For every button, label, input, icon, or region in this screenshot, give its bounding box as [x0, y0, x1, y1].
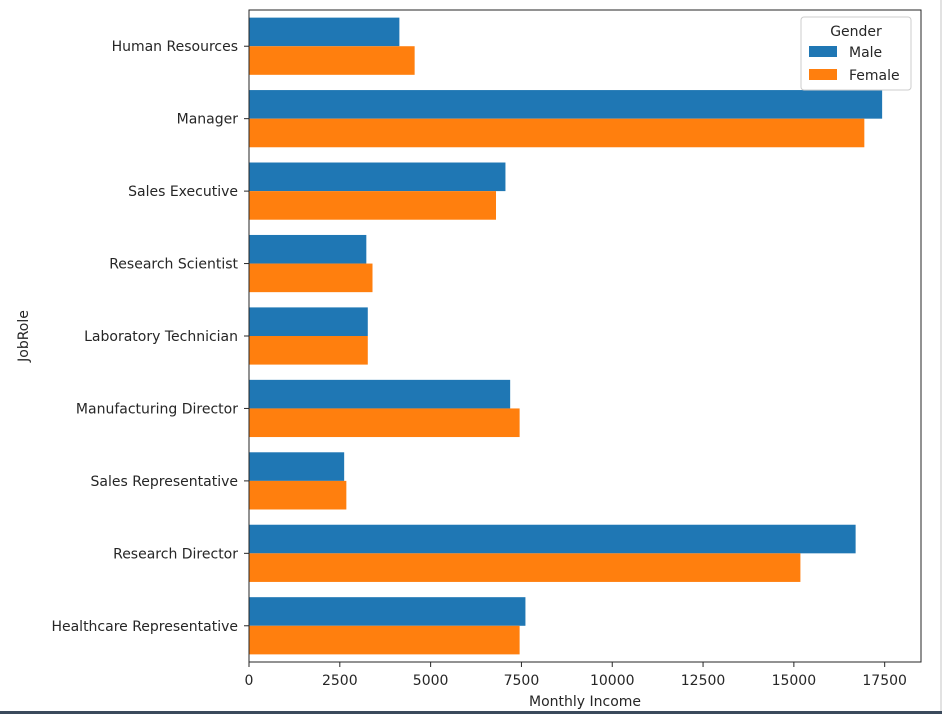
window-bottom-border	[0, 711, 942, 714]
y-tick-label-manager: Manager	[177, 112, 239, 128]
x-tick-label-5000: 5000	[413, 673, 449, 689]
bar-female-sales-representative	[249, 480, 347, 510]
window-edge	[940, 0, 942, 711]
bar-male-human-resources	[249, 17, 400, 47]
x-tick-label-15000: 15000	[772, 673, 817, 689]
x-tick-label-12500: 12500	[681, 673, 726, 689]
y-tick-label-sales-representative: Sales Representative	[91, 474, 239, 490]
x-axis-ticks: 0 2500 5000 7500 10000 12500 15000 17500	[245, 662, 907, 689]
x-axis-title: Monthly Income	[529, 694, 641, 710]
x-tick-label-10000: 10000	[590, 673, 635, 689]
bar-female-human-resources	[249, 46, 415, 75]
bar-female-healthcare-representative	[249, 625, 520, 655]
legend-label-male: Male	[849, 45, 882, 61]
plot-area	[249, 17, 883, 655]
legend-swatch-female	[809, 69, 837, 80]
bar-male-manager	[249, 90, 883, 119]
legend: Gender Male Female	[800, 16, 912, 91]
y-tick-label-research-director: Research Director	[113, 546, 238, 562]
legend-swatch-male	[809, 46, 837, 57]
bar-female-sales-executive	[249, 191, 497, 220]
bar-male-sales-executive	[249, 162, 506, 192]
y-tick-label-sales-executive: Sales Executive	[128, 184, 238, 200]
x-tick-label-2500: 2500	[322, 673, 358, 689]
y-tick-label-human-resources: Human Resources	[112, 39, 238, 55]
y-axis-title: JobRole	[16, 310, 32, 363]
bar-male-research-scientist	[249, 234, 367, 264]
bar-female-laboratory-technician	[249, 336, 368, 365]
bar-female-manager	[249, 118, 865, 148]
x-tick-label-7500: 7500	[504, 673, 540, 689]
x-tick-label-0: 0	[245, 673, 254, 689]
bar-male-research-director	[249, 524, 856, 554]
legend-title: Gender	[830, 24, 882, 40]
bar-male-sales-representative	[249, 452, 345, 481]
y-tick-label-manufacturing-director: Manufacturing Director	[76, 401, 238, 417]
y-tick-label-research-scientist: Research Scientist	[109, 257, 238, 273]
bar-male-healthcare-representative	[249, 597, 526, 626]
y-axis-ticks: Human Resources Manager Sales Executive Res…	[51, 39, 249, 635]
legend-label-female: Female	[849, 68, 900, 84]
bar-male-laboratory-technician	[249, 307, 368, 336]
bar-male-manufacturing-director	[249, 379, 511, 409]
y-tick-label-healthcare-representative: Healthcare Representative	[51, 619, 238, 635]
bar-female-research-director	[249, 553, 801, 582]
bar-female-manufacturing-director	[249, 408, 520, 438]
y-tick-label-laboratory-technician: Laboratory Technician	[84, 329, 238, 345]
bar-female-research-scientist	[249, 263, 373, 293]
x-tick-label-17500: 17500	[862, 673, 907, 689]
